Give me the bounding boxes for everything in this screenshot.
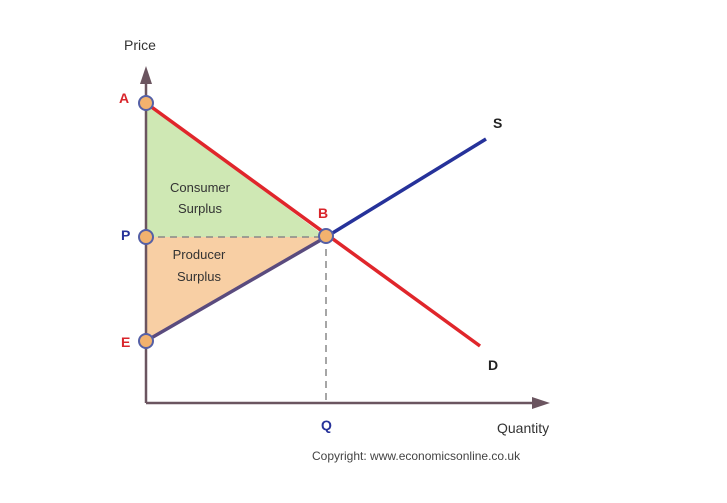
copyright-text: Copyright: www.economicsonline.co.uk (312, 449, 521, 463)
point-p-label: P (121, 227, 130, 243)
point-e-marker (138, 333, 154, 349)
consumer-surplus-label-line1: Consumer (170, 180, 231, 195)
supply-curve (325, 137, 487, 239)
point-a-label: A (119, 90, 129, 106)
point-b-marker (318, 228, 334, 244)
x-axis-label: Quantity (497, 420, 549, 436)
y-axis-arrow (140, 66, 152, 84)
point-b-label: B (318, 205, 328, 221)
y-axis-label: Price (124, 37, 156, 53)
x-axis-arrow (532, 397, 550, 409)
point-q-label: Q (321, 417, 332, 433)
producer-surplus-label-line1: Producer (173, 247, 226, 262)
point-p-marker (138, 229, 154, 245)
point-a-marker (138, 95, 154, 111)
producer-surplus-label-line2: Surplus (177, 269, 222, 284)
supply-curve-lower (145, 235, 327, 343)
supply-curve-label: S (493, 115, 502, 131)
demand-curve-label: D (488, 357, 498, 373)
consumer-surplus-label-line2: Surplus (178, 201, 223, 216)
point-e-label: E (121, 334, 130, 350)
demand-curve (144, 101, 482, 348)
